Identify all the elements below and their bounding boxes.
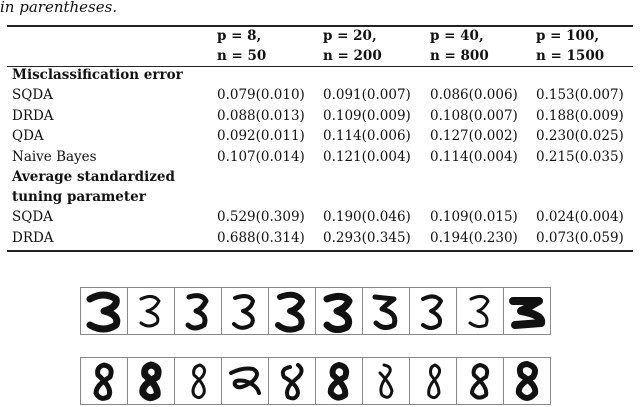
table-cell: 0.092(0.011) [217, 128, 305, 144]
table-cell: 0.107(0.014) [217, 148, 305, 165]
digit-image-3 [362, 287, 410, 335]
digit-image-8 [362, 357, 410, 405]
digit-image-3 [221, 287, 269, 335]
table-cell: 0.121(0.004) [323, 148, 411, 165]
row-label: Naive Bayes [12, 148, 97, 165]
row-label: QDA [12, 128, 44, 144]
digit-image-3 [315, 287, 363, 335]
table-cell: 0.073(0.059) [536, 229, 624, 246]
digit-image-3 [409, 287, 457, 335]
table-cell: 0.194(0.230) [430, 229, 518, 246]
digit-image-3 [80, 287, 128, 335]
table-cell: 0.086(0.006) [430, 87, 518, 103]
digit-image-8 [174, 357, 222, 405]
table-cell: 0.688(0.314) [217, 229, 305, 246]
table-cell: 0.109(0.009) [323, 107, 411, 124]
col-header-1: p = 8, n = 50 [217, 28, 267, 64]
section-heading-tuning: Average standardized [12, 169, 175, 185]
digit-image-3 [174, 287, 222, 335]
digit-image-3 [268, 287, 316, 335]
table-cell: 0.088(0.013) [217, 107, 305, 124]
table-row: Naive Bayes 0.107(0.014) 0.121(0.004) 0.114… [0, 149, 640, 169]
digit-strip-eights [80, 357, 562, 405]
digit-image-3 [503, 287, 551, 335]
table-row: DRDA 0.088(0.013) 0.109(0.009) 0.108(0.007)… [0, 108, 640, 128]
table-cell: 0.079(0.010) [217, 87, 305, 103]
col-header-3: p = 40, n = 800 [430, 28, 489, 64]
col-header-2: p = 20, n = 200 [323, 28, 382, 64]
table-cell: 0.190(0.046) [323, 209, 411, 225]
table-cell: 0.127(0.002) [430, 128, 518, 144]
table-cell: 0.109(0.015) [430, 209, 518, 225]
table-cell: 0.108(0.007) [430, 107, 518, 124]
row-label: SQDA [12, 209, 53, 225]
digit-image-8 [127, 357, 175, 405]
digit-image-8 [409, 357, 457, 405]
row-label: DRDA [12, 229, 54, 246]
section-heading-misclassification: Misclassification error [12, 67, 183, 83]
digit-image-8 [221, 357, 269, 405]
table-bottom-rule [7, 250, 633, 252]
table-header-rule [7, 66, 633, 67]
table-row: SQDA 0.079(0.010) 0.091(0.007) 0.086(0.006)… [0, 87, 640, 107]
section-heading-tuning-line2: tuning parameter [12, 189, 146, 205]
row-label: DRDA [12, 107, 54, 124]
caption: in parentheses. [0, 0, 118, 16]
table-top-rule [7, 25, 633, 27]
table-cell: 0.091(0.007) [323, 87, 411, 103]
row-label: SQDA [12, 87, 53, 103]
table-cell: 0.215(0.035) [536, 148, 624, 165]
table-cell: 0.153(0.007) [536, 87, 624, 103]
table-cell: 0.188(0.009) [536, 107, 624, 124]
table-cell: 0.529(0.309) [217, 209, 305, 225]
table-row: QDA 0.092(0.011) 0.114(0.006) 0.127(0.002) 0… [0, 128, 640, 148]
digit-image-3 [456, 287, 504, 335]
col-header-4: p = 100, n = 1500 [536, 28, 605, 64]
table-cell: 0.293(0.345) [323, 229, 411, 246]
digit-image-8 [503, 357, 551, 405]
table-cell: 0.230(0.025) [536, 128, 624, 144]
digit-image-3 [127, 287, 175, 335]
digit-image-8 [315, 357, 363, 405]
table-cell: 0.114(0.004) [430, 148, 518, 165]
table-cell: 0.114(0.006) [323, 128, 411, 144]
digit-image-8 [268, 357, 316, 405]
digit-strip-threes [80, 287, 562, 335]
table-row: DRDA 0.688(0.314) 0.293(0.345) 0.194(0.230)… [0, 230, 640, 250]
table-row: SQDA 0.529(0.309) 0.190(0.046) 0.109(0.015)… [0, 209, 640, 229]
digit-image-8 [456, 357, 504, 405]
digit-image-8 [80, 357, 128, 405]
table-cell: 0.024(0.004) [536, 209, 624, 225]
